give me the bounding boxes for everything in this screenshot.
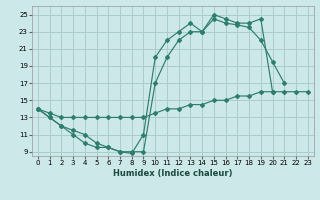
X-axis label: Humidex (Indice chaleur): Humidex (Indice chaleur)	[113, 169, 233, 178]
